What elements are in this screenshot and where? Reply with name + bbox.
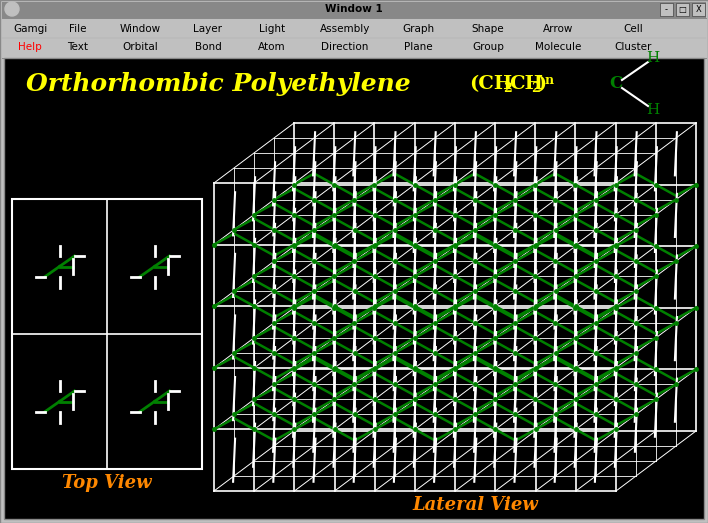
Text: n: n (545, 74, 554, 86)
Circle shape (5, 2, 19, 16)
Text: C: C (610, 75, 622, 93)
Text: □: □ (678, 5, 687, 14)
Text: Arrow: Arrow (543, 24, 573, 34)
Text: Shape: Shape (472, 24, 504, 34)
Text: CH: CH (509, 75, 543, 93)
Text: X: X (696, 5, 702, 14)
Text: Help: Help (18, 42, 42, 52)
Bar (2, 2, 706, 18)
Text: (CH: (CH (469, 75, 513, 93)
Bar (12, 199, 202, 469)
Text: Bond: Bond (195, 42, 222, 52)
Text: Orbital: Orbital (122, 42, 158, 52)
Bar (2, 18, 706, 58)
Text: File: File (69, 24, 87, 34)
Text: Orthorhombic Polyethylene: Orthorhombic Polyethylene (26, 72, 411, 96)
Text: 2: 2 (531, 82, 539, 95)
Text: Text: Text (67, 42, 88, 52)
Text: Lateral View: Lateral View (412, 496, 538, 514)
Text: Top View: Top View (62, 474, 152, 492)
Text: Window: Window (120, 24, 161, 34)
Bar (660, 3, 673, 16)
Text: Layer: Layer (193, 24, 222, 34)
Text: Direction: Direction (321, 42, 369, 52)
Text: Graph: Graph (402, 24, 434, 34)
Text: Gamgi: Gamgi (13, 24, 47, 34)
Bar (4, 58, 704, 519)
Text: Cell: Cell (623, 24, 643, 34)
Bar (676, 3, 689, 16)
Bar (692, 3, 705, 16)
Text: 2: 2 (503, 82, 512, 95)
Text: ): ) (537, 75, 546, 93)
Text: Molecule: Molecule (535, 42, 581, 52)
Text: Plane: Plane (404, 42, 433, 52)
Text: Window 1: Window 1 (325, 4, 383, 14)
Text: Cluster: Cluster (615, 42, 651, 52)
Text: Light: Light (259, 24, 285, 34)
Text: -: - (665, 5, 668, 14)
Text: Group: Group (472, 42, 504, 52)
Text: H: H (646, 103, 660, 117)
Text: Atom: Atom (258, 42, 286, 52)
Text: H: H (646, 51, 660, 65)
Text: Assembly: Assembly (320, 24, 370, 34)
